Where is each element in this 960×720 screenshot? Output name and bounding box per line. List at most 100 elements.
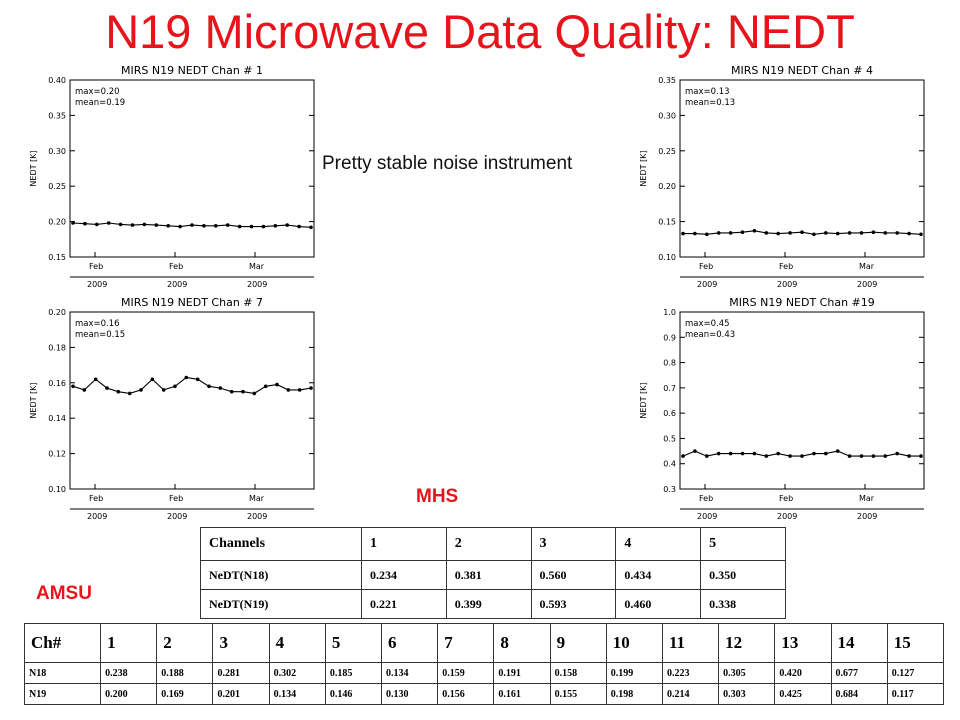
data-point <box>118 222 123 227</box>
data-point <box>116 389 121 394</box>
table-cell: 10 <box>605 623 663 663</box>
y-tick-label: 0.9 <box>663 333 676 342</box>
table-cell: 0.338 <box>700 589 786 619</box>
nedt-chart-chan-1: MIRS N19 NEDT Chan # 1 0.15 0.20 0.25 0.30 0.… <box>29 64 315 289</box>
table-cell: 0.281 <box>212 662 270 684</box>
y-tick-label: 0.7 <box>663 384 676 393</box>
table-row: NeDT(N18) 0.234 0.381 0.560 0.434 0.350 <box>200 560 786 590</box>
data-point <box>693 449 697 453</box>
data-point <box>195 377 200 382</box>
y-tick-label: 0.15 <box>48 253 66 262</box>
data-point <box>705 232 709 237</box>
table-cell: 0.381 <box>445 560 532 590</box>
table-cell: 0.234 <box>360 560 447 590</box>
table-cell: 0.420 <box>774 662 832 684</box>
data-point <box>273 224 278 228</box>
data-point <box>297 224 301 229</box>
x-tick-label: Mar <box>249 262 265 271</box>
x-tick-label: 2009 <box>777 280 797 289</box>
data-point <box>919 454 923 458</box>
table-cell: 0.159 <box>437 662 495 684</box>
table-cell: 0.223 <box>661 662 720 684</box>
table-cell: 11 <box>661 623 720 663</box>
table-cell: 5 <box>324 623 383 663</box>
data-point <box>800 454 804 458</box>
data-point <box>919 232 923 237</box>
y-tick-label: 0.18 <box>48 343 66 352</box>
data-point <box>214 224 218 228</box>
data-point <box>871 454 876 458</box>
table-cell: 0.305 <box>718 662 776 684</box>
table-cell: 2 <box>156 623 214 663</box>
data-point <box>883 231 888 235</box>
data-point <box>776 231 780 236</box>
table-cell: 4 <box>268 623 326 663</box>
x-tick-label: 2009 <box>167 512 187 521</box>
nedt-chart-chan-7: MIRS N19 NEDT Chan # 7 0.10 0.12 0.14 0.16 0.… <box>29 296 315 521</box>
table-cell: NeDT(N19) <box>200 589 362 619</box>
table-cell: 0.161 <box>493 683 551 705</box>
table-cell: 2 <box>445 527 532 561</box>
x-tick-label: Mar <box>249 494 265 503</box>
data-point <box>716 451 721 456</box>
mhs-nedt-table: Channels 1 2 3 4 5 NeDT(N18) 0.234 0.381… <box>200 527 786 619</box>
table-cell: 0.201 <box>212 683 270 705</box>
y-tick-label: 0.35 <box>658 76 676 85</box>
stats-label: max=0.13 <box>685 87 730 97</box>
data-point <box>859 454 864 458</box>
data-point <box>824 451 828 456</box>
stats-label: max=0.16 <box>75 319 120 329</box>
y-tick-label: 0.20 <box>658 182 676 191</box>
table-cell: 3 <box>212 623 270 663</box>
y-tick-label: 0.25 <box>48 182 66 191</box>
data-point <box>847 454 852 458</box>
y-axis-label: NEDT [K] <box>639 150 648 186</box>
table-cell: N19 <box>23 683 102 705</box>
x-tick-label: Feb <box>169 262 183 271</box>
data-point <box>241 389 245 394</box>
table-cell: 0.350 <box>700 560 786 590</box>
y-tick-label: 0.6 <box>663 409 676 418</box>
y-tick-label: 0.20 <box>48 308 66 317</box>
y-tick-label: 0.35 <box>48 111 66 120</box>
data-point <box>740 230 745 234</box>
y-tick-label: 0.15 <box>658 218 676 227</box>
mhs-label: MHS <box>416 486 459 507</box>
table-row: N19 0.200 0.169 0.201 0.134 0.146 0.130 … <box>23 683 945 705</box>
data-point <box>728 231 733 235</box>
data-point <box>130 223 135 227</box>
y-tick-label: 0.10 <box>48 485 66 494</box>
table-row: N18 0.238 0.188 0.281 0.302 0.185 0.134 … <box>23 662 945 684</box>
data-point <box>261 224 266 229</box>
data-point <box>907 454 911 458</box>
nedt-chart-chan-4: MIRS N19 NEDT Chan # 4 0.10 0.15 0.20 0.25 0.… <box>639 64 925 289</box>
data-point <box>859 231 864 235</box>
amsu-nedt-table: Ch# 1 2 3 4 5 6 7 8 9 10 11 12 13 14 15 … <box>23 623 945 705</box>
table-cell: 6 <box>381 623 439 663</box>
table-cell: 0.221 <box>360 589 447 619</box>
table-cell: 8 <box>493 623 551 663</box>
table-cell: 0.156 <box>437 683 495 705</box>
table-cell: 0.127 <box>886 662 945 684</box>
table-cell: 14 <box>830 623 888 663</box>
data-point <box>716 231 721 235</box>
data-point <box>150 377 155 382</box>
y-tick-label: 0.5 <box>663 434 676 443</box>
x-tick-label: Feb <box>699 494 713 503</box>
y-tick-label: 0.10 <box>658 253 676 262</box>
table-cell: N18 <box>23 662 102 684</box>
table-cell: 0.155 <box>549 683 607 705</box>
data-point <box>764 231 769 235</box>
y-tick-label: 0.8 <box>663 359 676 368</box>
data-point <box>190 223 194 227</box>
table-cell: 1 <box>360 527 447 561</box>
data-point <box>252 391 257 396</box>
data-point <box>178 224 182 229</box>
x-tick-label: 2009 <box>167 280 187 289</box>
table-cell: Ch# <box>23 623 102 663</box>
data-point <box>207 384 211 389</box>
table-header-row: Channels 1 2 3 4 5 <box>200 527 786 561</box>
stats-label: mean=0.19 <box>75 98 125 108</box>
table-cell: 0.200 <box>100 683 158 705</box>
table-cell: 0.188 <box>156 662 214 684</box>
